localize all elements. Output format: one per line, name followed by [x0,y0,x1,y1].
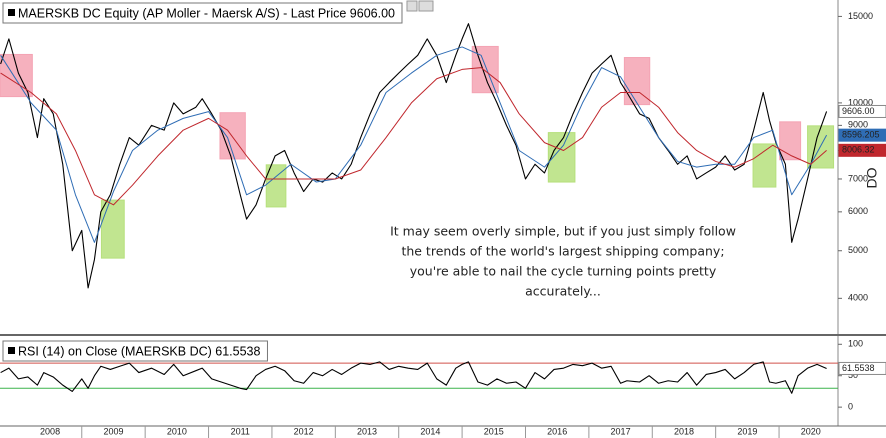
last-value-tag [838,143,886,157]
y-tick-label: 50 [848,370,858,380]
y-tick-label: 9000 [848,120,868,130]
last-value-label: 8596.205 [842,130,880,140]
series-line [0,46,828,243]
x-tick-label: 2020 [801,426,821,436]
x-tick-label: 2012 [294,426,314,436]
last-value-tag [838,104,886,118]
series-line [0,361,827,394]
y-tick-label: 4000 [848,293,868,303]
highlight-box [752,143,777,188]
x-tick-label: 2008 [40,426,60,436]
annotation: you're able to nail the cycle turning po… [410,264,717,279]
x-tick-label: 2018 [674,426,694,436]
last-value-label: 8006.32 [842,145,875,155]
x-tick-label: 2009 [103,426,123,436]
annotation: accurately... [525,284,601,299]
highlight-box [100,199,125,259]
highlight-box [265,164,287,208]
annotation: the trends of the world's largest shippi… [401,244,724,259]
highlight-box [219,112,246,160]
x-tick-label: 2015 [484,426,504,436]
last-value-label: 61.5538 [842,363,875,373]
last-value-tag [838,128,886,142]
last-value-label: 9606.00 [842,106,875,116]
x-tick-label: 2010 [167,426,187,436]
y-tick-label: 0 [848,402,853,412]
last-value-tag [838,361,886,375]
y-tick-label: 5000 [848,245,868,255]
legend-title: RSI (14) on Close (MAERSKB DC) 61.5538 [18,344,261,358]
legend-icon [8,9,15,16]
series-line [0,67,827,206]
legend-title: MAERSKB DC Equity (AP Moller - Maersk A/… [18,6,395,20]
legend-box [2,340,268,362]
menu-button[interactable] [406,0,418,12]
legend-box [2,2,403,24]
y-tick-label: 100 [848,339,863,349]
side-label: DO [864,167,880,188]
plot-area [0,23,835,289]
highlight-box [779,121,802,161]
menu-button[interactable] [418,0,434,12]
y-tick-label: 15000 [848,11,873,21]
x-tick-label: 2013 [357,426,377,436]
x-tick-label: 2014 [420,426,440,436]
series-line [0,23,828,289]
y-tick-label: 7000 [848,173,868,183]
annotation: It may seem overly simple, but if you ju… [390,224,736,239]
y-tick-label: 10000 [848,97,873,107]
y-tick-label: 6000 [848,206,868,216]
plot-area [0,361,838,394]
x-tick-label: 2011 [231,426,250,436]
x-tick-label: 2016 [547,426,567,436]
highlight-box [471,45,499,94]
x-tick-label: 2019 [737,426,757,436]
x-tick-label: 2017 [611,426,631,436]
legend-icon [8,347,15,354]
